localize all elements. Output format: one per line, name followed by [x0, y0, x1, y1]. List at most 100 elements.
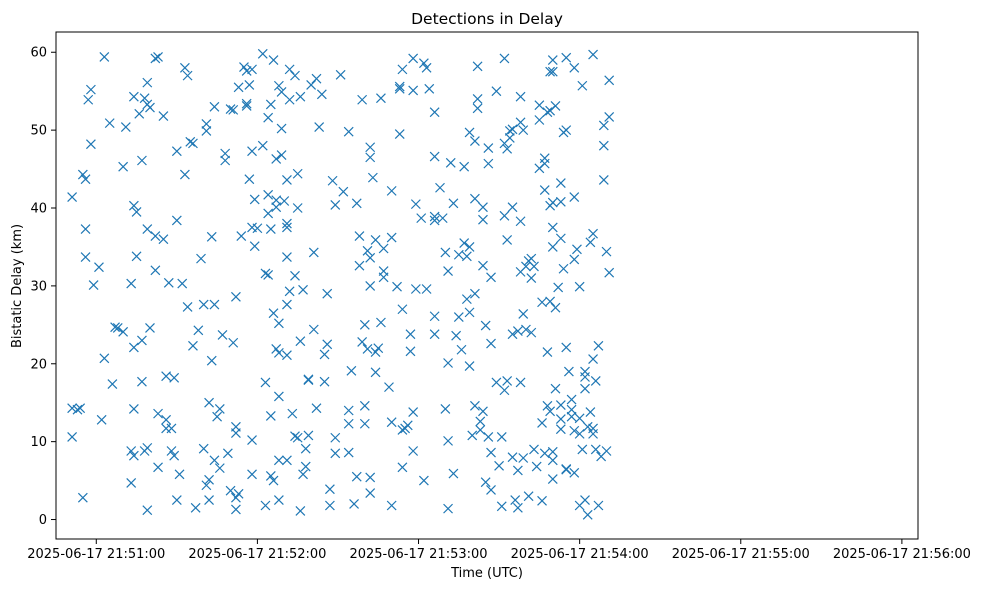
data-point	[233, 488, 244, 499]
data-point	[190, 502, 201, 513]
data-point	[150, 231, 161, 241]
data-point	[324, 484, 335, 495]
data-point	[153, 408, 163, 419]
data-point	[574, 428, 585, 439]
data-point	[386, 232, 397, 243]
data-point	[247, 146, 257, 157]
data-point	[499, 53, 510, 64]
data-point	[545, 406, 556, 417]
data-point	[314, 122, 325, 132]
data-point	[550, 383, 561, 394]
data-point	[290, 431, 300, 442]
data-point	[392, 281, 402, 292]
data-point	[577, 444, 588, 455]
data-point	[461, 294, 472, 305]
data-point	[547, 242, 558, 252]
data-point	[75, 403, 86, 414]
data-point	[80, 174, 91, 185]
data-point	[588, 49, 598, 60]
data-point	[212, 411, 223, 422]
data-point	[276, 150, 287, 160]
data-point	[561, 125, 572, 136]
data-point	[499, 210, 510, 221]
data-point	[555, 233, 566, 244]
data-point	[153, 51, 163, 62]
data-point	[244, 80, 255, 90]
data-point	[295, 91, 306, 102]
data-point	[507, 329, 518, 340]
data-point	[163, 277, 174, 288]
data-point	[475, 416, 486, 427]
data-point	[429, 151, 440, 162]
data-point	[593, 500, 604, 511]
data-point	[502, 375, 513, 386]
data-point	[480, 477, 491, 488]
data-point	[362, 245, 373, 256]
data-point	[335, 69, 346, 80]
data-point	[128, 342, 139, 353]
data-point	[137, 155, 147, 166]
data-point	[295, 506, 306, 516]
data-point	[217, 330, 228, 340]
data-point	[486, 338, 496, 349]
data-point	[126, 478, 137, 488]
data-point	[512, 465, 523, 476]
data-point	[547, 66, 558, 77]
data-point	[265, 224, 276, 234]
data-point	[443, 435, 453, 446]
data-point	[534, 100, 545, 111]
data-point	[295, 336, 306, 347]
data-point	[169, 450, 180, 461]
data-point	[424, 83, 435, 94]
data-point	[453, 249, 464, 260]
data-point	[507, 124, 518, 135]
y-tick-label: 0	[39, 513, 47, 528]
data-point	[359, 418, 370, 429]
data-point	[410, 199, 421, 210]
data-point	[67, 192, 78, 203]
data-point	[236, 231, 247, 241]
data-point	[282, 252, 292, 262]
data-point	[346, 365, 357, 376]
data-point	[518, 125, 529, 136]
data-point	[193, 325, 204, 336]
data-point	[365, 142, 376, 153]
data-point	[472, 94, 483, 104]
x-tick-label: 2025-06-17 21:53:00	[349, 547, 487, 562]
data-point	[209, 455, 220, 466]
data-point	[153, 462, 163, 473]
data-point	[405, 346, 416, 357]
data-point	[574, 281, 585, 292]
data-point	[72, 404, 83, 415]
data-point	[421, 284, 432, 294]
data-point	[547, 474, 558, 484]
data-point	[555, 400, 566, 410]
data-point	[547, 446, 558, 457]
data-point	[453, 312, 464, 322]
data-point	[365, 252, 376, 263]
x-tick-label: 2025-06-17 21:54:00	[511, 547, 649, 562]
data-point	[461, 251, 472, 262]
data-point	[590, 375, 601, 386]
data-point	[537, 297, 547, 308]
data-point	[292, 203, 303, 213]
data-point	[429, 329, 440, 340]
data-point	[405, 329, 416, 340]
data-point	[220, 148, 231, 159]
data-point	[365, 152, 376, 163]
data-point	[478, 214, 488, 225]
data-point	[561, 342, 572, 353]
data-point	[351, 198, 362, 209]
data-point	[137, 376, 147, 387]
data-point	[408, 85, 419, 96]
data-point	[370, 367, 381, 378]
data-point	[273, 455, 284, 466]
data-point	[99, 353, 110, 364]
data-point	[290, 270, 300, 281]
data-point	[502, 235, 513, 245]
data-point	[188, 340, 198, 351]
data-point	[483, 143, 494, 153]
data-point	[480, 320, 491, 331]
data-point	[580, 495, 590, 505]
